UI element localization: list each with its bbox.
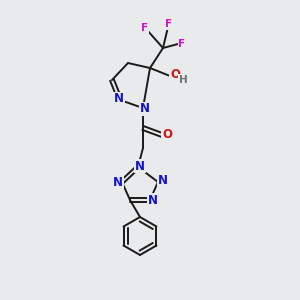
Text: N: N	[114, 92, 124, 106]
Text: N: N	[140, 103, 150, 116]
Text: N: N	[158, 175, 168, 188]
Text: N: N	[135, 160, 145, 172]
Text: F: F	[141, 23, 148, 33]
Text: N: N	[113, 176, 123, 188]
Text: N: N	[148, 194, 158, 206]
Text: O: O	[162, 128, 172, 142]
Text: F: F	[178, 39, 186, 49]
Text: H: H	[178, 75, 188, 85]
Text: O: O	[170, 68, 180, 82]
Text: F: F	[165, 19, 172, 29]
